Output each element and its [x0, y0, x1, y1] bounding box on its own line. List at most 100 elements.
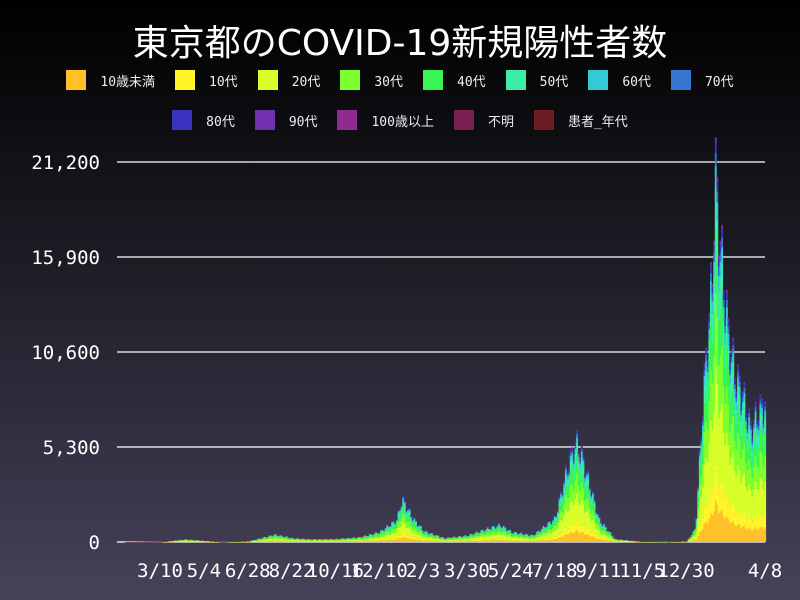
bar-segment	[571, 483, 574, 501]
bar-segment	[258, 538, 261, 540]
bar-segment	[531, 534, 534, 536]
bar-segment	[615, 540, 618, 542]
bar-segment	[521, 534, 524, 536]
bar-segment	[609, 539, 612, 541]
bar-segment	[507, 536, 510, 540]
bar-segment	[560, 536, 563, 542]
bar-segment	[721, 298, 724, 347]
bar-segment	[370, 540, 373, 542]
bar-segment	[437, 537, 440, 539]
bar-segment	[448, 537, 451, 538]
bar-segment	[719, 484, 722, 512]
bar-segment	[560, 502, 563, 511]
bar-segment	[485, 536, 488, 540]
bar-segment	[721, 346, 724, 405]
bar-segment	[391, 528, 394, 533]
bar-segment	[580, 445, 583, 447]
bar-segment	[564, 465, 567, 468]
bar-segment	[523, 537, 526, 539]
bar-segment	[553, 530, 556, 537]
bar-segment	[710, 272, 712, 282]
bar-segment	[510, 537, 513, 541]
bar-segment	[180, 540, 183, 541]
bar-segment	[595, 536, 598, 539]
bar-segment	[252, 540, 255, 542]
bar-segment	[478, 532, 481, 534]
bar-segment	[588, 498, 591, 508]
bar-segment	[402, 506, 405, 514]
bar-segment	[580, 446, 583, 449]
bar-segment	[434, 537, 437, 539]
bar-segment	[695, 531, 698, 538]
bar-segment	[408, 508, 411, 510]
bar-segment	[550, 540, 553, 542]
bar-segment	[542, 528, 545, 532]
bar-segment	[271, 537, 274, 538]
bar-segment	[576, 520, 578, 531]
legend-swatch	[423, 70, 443, 90]
bar-segment	[496, 540, 499, 542]
bar-segment	[411, 519, 414, 521]
bar-segment	[402, 500, 405, 507]
bar-segment	[502, 534, 505, 539]
bar-segment	[407, 509, 410, 511]
bar-segment	[584, 482, 586, 490]
bar-segment	[442, 538, 445, 540]
bar-segment	[278, 541, 280, 542]
bar-segment	[494, 535, 497, 540]
bar-segment	[582, 456, 585, 459]
bar-segment	[190, 540, 193, 541]
bar-segment	[400, 534, 403, 539]
bar-segment	[569, 453, 572, 456]
bar-segment	[357, 540, 360, 542]
bar-segment	[719, 276, 722, 311]
bar-segment	[496, 538, 499, 541]
bar-segment	[576, 437, 578, 443]
bar-segment	[274, 538, 277, 541]
bar-segment	[561, 504, 564, 512]
bar-segment	[276, 536, 279, 538]
bar-segment	[600, 538, 602, 540]
bar-segment	[329, 539, 331, 540]
bar-segment	[687, 539, 690, 540]
bar-segment	[513, 533, 516, 536]
bar-segment	[431, 537, 433, 541]
bar-segment	[721, 225, 724, 227]
bar-segment	[426, 539, 429, 541]
bar-segment	[725, 299, 728, 308]
bar-segment	[485, 530, 488, 532]
bar-segment	[588, 517, 591, 532]
bar-segment	[694, 531, 696, 534]
legend-label: 10歳未満	[100, 74, 156, 90]
bar-segment	[493, 527, 496, 530]
bar-segment	[539, 540, 542, 542]
bar-segment	[356, 538, 359, 540]
bar-segment	[403, 533, 406, 538]
bar-segment	[429, 536, 432, 538]
bar-segment	[689, 537, 692, 539]
bar-segment	[322, 540, 325, 541]
bar-segment	[569, 455, 572, 461]
bar-segment	[593, 501, 596, 504]
bar-segment	[427, 534, 430, 536]
bar-segment	[456, 537, 459, 539]
bar-segment	[446, 537, 449, 539]
bar-segment	[724, 369, 727, 404]
bar-segment	[475, 540, 478, 542]
bar-segment	[724, 344, 727, 370]
bar-segment	[266, 537, 269, 539]
bar-segment	[421, 530, 424, 531]
bar-segment	[529, 538, 532, 541]
bar-segment	[362, 536, 365, 538]
bar-segment	[395, 527, 398, 532]
bar-segment	[480, 530, 483, 533]
bar-segment	[609, 535, 612, 538]
bar-segment	[590, 497, 593, 500]
bar-segment	[502, 528, 505, 532]
bars	[124, 137, 767, 543]
bar-segment	[387, 540, 390, 542]
bar-segment	[727, 403, 730, 445]
bar-segment	[711, 343, 714, 383]
bar-segment	[695, 517, 698, 519]
bar-segment	[486, 532, 489, 536]
